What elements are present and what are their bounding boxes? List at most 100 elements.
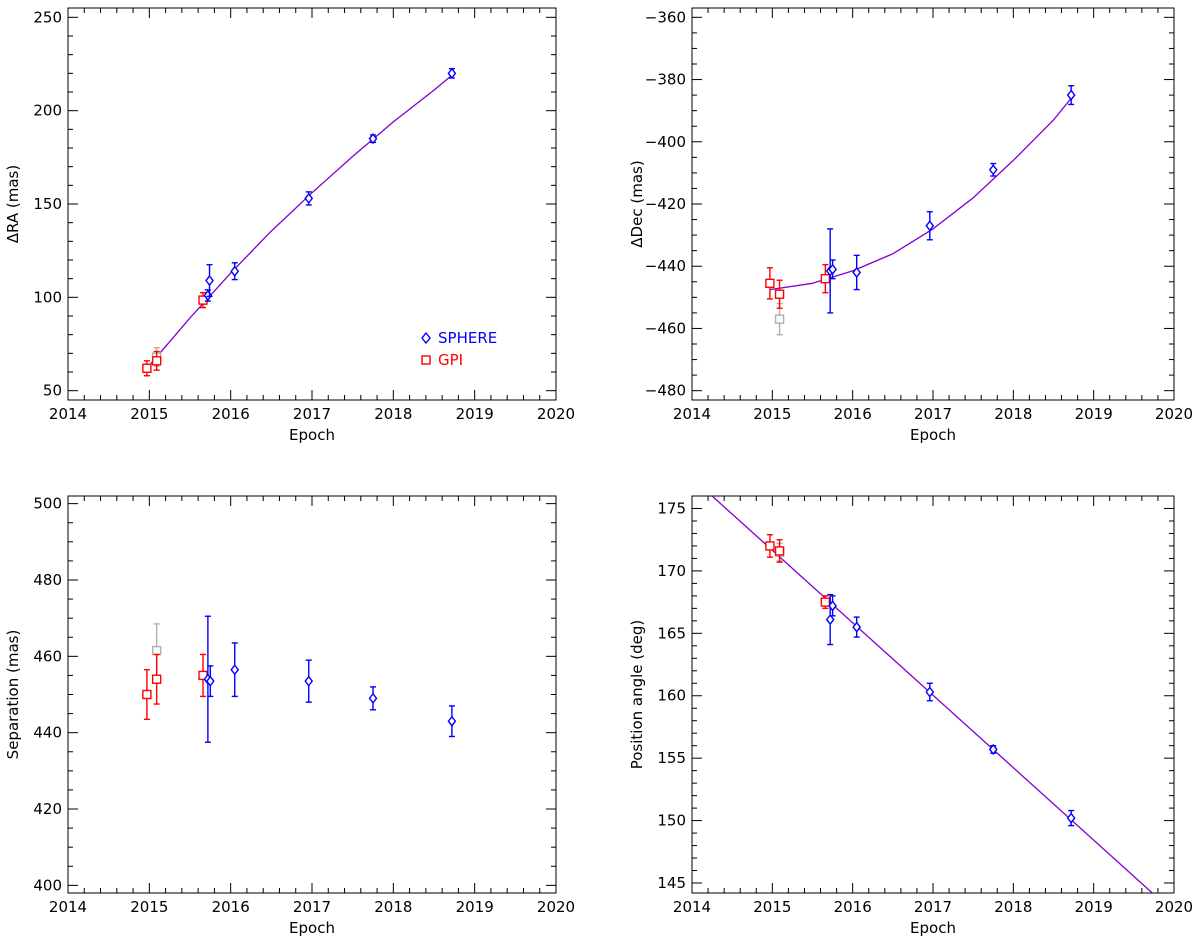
x-tick-label: 2017 xyxy=(914,405,952,423)
diamond-marker xyxy=(230,265,240,277)
sphere-point xyxy=(828,595,837,617)
x-tick-label: 2016 xyxy=(212,898,250,916)
x-tick-label: 2020 xyxy=(537,405,575,423)
y-tick-label: 480 xyxy=(33,571,62,589)
x-tick-label: 2020 xyxy=(1155,405,1193,423)
x-tick-label: 2019 xyxy=(1075,898,1113,916)
x-tick-label: 2015 xyxy=(753,898,791,916)
sphere-point xyxy=(230,642,240,698)
y-tick-label: −400 xyxy=(645,133,686,151)
y-tick-label: 155 xyxy=(657,749,686,767)
sphere-point xyxy=(205,665,215,698)
y-axis-label: Position angle (deg) xyxy=(628,620,646,770)
gpi-point xyxy=(765,267,775,300)
panel-delta-dec: 2014 2015 2016 2017 2018 2019 2020 −480 −460 −440… xyxy=(628,7,1193,444)
gpi-point xyxy=(151,653,162,705)
sphere-point xyxy=(925,682,935,702)
square-marker xyxy=(142,689,152,700)
square-marker xyxy=(820,273,831,284)
panel-delta-ra: 2014 2015 2016 2017 2018 2019 2020 50 100 150 200 2… xyxy=(4,7,575,444)
x-tick-label: 2014 xyxy=(673,405,711,423)
y-tick-label: 175 xyxy=(657,499,686,517)
x-tick-label: 2014 xyxy=(673,898,711,916)
sphere-point xyxy=(988,743,998,756)
y-tick-label: −460 xyxy=(645,319,686,337)
diamond-marker xyxy=(368,692,378,704)
x-tick-label: 2017 xyxy=(914,898,952,916)
square-marker xyxy=(774,546,785,556)
data-layer xyxy=(142,67,457,377)
y-axis-label: Separation (mas) xyxy=(4,630,22,760)
sphere-point xyxy=(828,259,837,280)
x-tick-label: 2016 xyxy=(834,898,872,916)
diamond-marker xyxy=(447,67,457,79)
sphere-point xyxy=(304,659,314,703)
plot-frame xyxy=(67,495,557,894)
y-tick-label: 150 xyxy=(657,812,686,830)
gpi-point xyxy=(774,279,785,309)
y-tick-label: 460 xyxy=(33,647,62,665)
x-tick-label: 2016 xyxy=(834,405,872,423)
y-tick-label: 160 xyxy=(657,687,686,705)
diamond-marker xyxy=(828,600,837,612)
y-tick-label: 165 xyxy=(657,624,686,642)
square-marker xyxy=(774,289,785,299)
sphere-point xyxy=(447,67,457,79)
y-tick-label: 400 xyxy=(33,876,62,894)
gpi-point xyxy=(774,538,785,563)
diamond-marker xyxy=(304,192,314,205)
fit-curve xyxy=(769,97,1072,291)
sphere-point xyxy=(203,289,213,302)
legend-label: SPHERE xyxy=(438,329,497,347)
y-tick-label: −380 xyxy=(645,71,686,89)
plot-frame xyxy=(691,7,1175,401)
square-marker xyxy=(151,356,162,366)
x-axis-label: Epoch xyxy=(289,919,335,937)
y-axis-label: ΔRA (mas) xyxy=(4,165,22,243)
x-tick-label: 2018 xyxy=(994,898,1032,916)
x-tick-label: 2016 xyxy=(212,405,250,423)
x-tick-label: 2019 xyxy=(456,405,494,423)
sphere-point xyxy=(1066,85,1076,106)
y-tick-label: 500 xyxy=(33,495,62,513)
y-tick-label: 145 xyxy=(657,874,686,892)
x-axis-label: Epoch xyxy=(289,426,335,444)
data-layer xyxy=(765,85,1076,336)
x-tick-label: 2015 xyxy=(753,405,791,423)
y-tick-label: −440 xyxy=(645,257,686,275)
square-marker xyxy=(151,674,162,684)
x-tick-label: 2019 xyxy=(1075,405,1113,423)
x-tick-label: 2014 xyxy=(49,405,87,423)
diamond-marker xyxy=(852,621,862,633)
sphere-point xyxy=(304,191,314,206)
diamond-marker xyxy=(988,164,998,176)
gpi-point xyxy=(198,653,208,698)
sphere-point xyxy=(205,263,214,298)
diamond-marker xyxy=(925,686,935,698)
square-marker xyxy=(774,314,785,324)
diamond-marker xyxy=(230,664,240,676)
y-tick-label: −480 xyxy=(645,382,686,400)
sphere-point xyxy=(825,593,835,646)
y-tick-label: 170 xyxy=(657,562,686,580)
y-axis-label: ΔDec (mas) xyxy=(628,160,646,247)
x-tick-label: 2017 xyxy=(293,405,331,423)
diamond-marker xyxy=(304,675,314,687)
square-marker xyxy=(820,597,831,607)
x-tick-label: 2014 xyxy=(49,898,87,916)
data-layer xyxy=(711,496,1153,893)
gpi-point xyxy=(198,291,208,309)
gpi-point xyxy=(765,534,775,558)
y-tick-label: 420 xyxy=(33,800,62,818)
diamond-marker xyxy=(1066,812,1076,824)
fit-curve xyxy=(146,74,453,369)
x-axis-label: Epoch xyxy=(910,426,956,444)
sphere-point xyxy=(852,616,862,638)
legend-square-marker xyxy=(421,355,431,365)
gpi-point xyxy=(142,668,152,721)
x-tick-label: 2015 xyxy=(130,405,168,423)
sphere-point xyxy=(988,162,998,177)
legend: SPHERE GPI xyxy=(421,329,497,369)
y-tick-label: 250 xyxy=(33,8,62,26)
